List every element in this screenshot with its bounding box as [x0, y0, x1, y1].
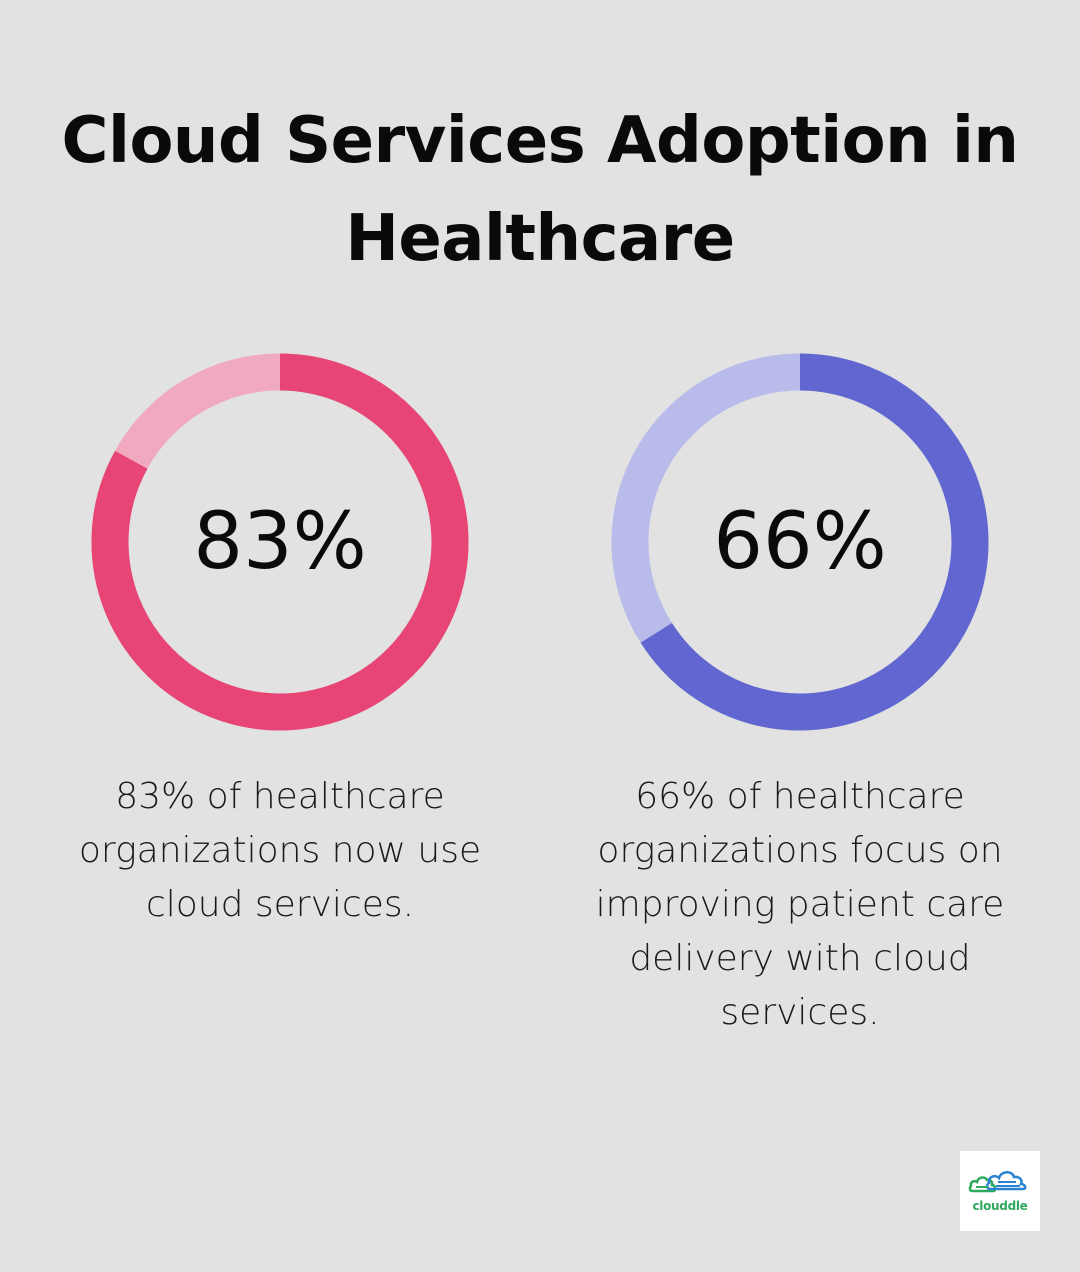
donut-fill-1	[91, 353, 469, 731]
logo-text: clouddle	[972, 1199, 1028, 1213]
donut-value-2: 66%	[713, 497, 887, 587]
description-2: 66% of healthcare organizations focus on…	[595, 776, 1005, 1033]
description-1: 83% of healthcare organizations now use …	[78, 776, 482, 925]
donut-svg-2	[611, 353, 989, 731]
donut-chart-1: 83%	[90, 352, 470, 732]
donut-chart-2: 66%	[610, 352, 990, 732]
donut-value-1: 83%	[193, 497, 367, 587]
donut-svg-1	[91, 353, 469, 731]
cloud-logo-icon	[968, 1171, 1027, 1193]
brand-logo: clouddle	[960, 1151, 1040, 1231]
donut-fill-2	[611, 353, 989, 731]
page-title: Cloud Services Adoption in Healthcare	[61, 104, 1019, 276]
